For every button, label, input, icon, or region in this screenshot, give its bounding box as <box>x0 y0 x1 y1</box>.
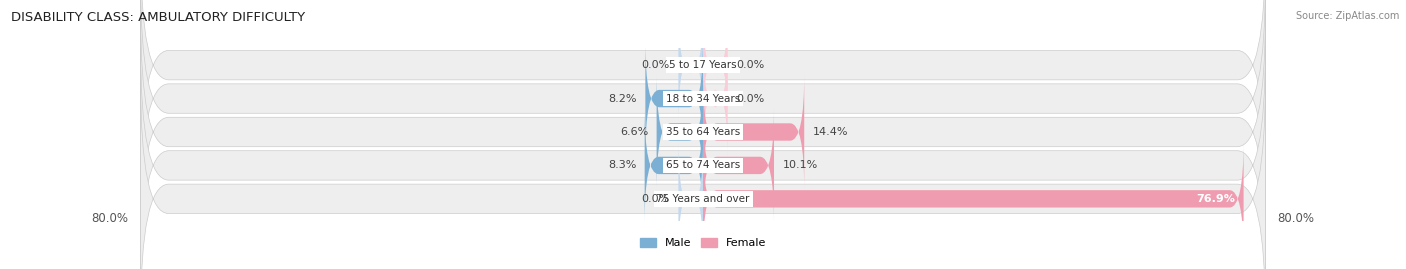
Text: 8.2%: 8.2% <box>609 94 637 104</box>
FancyBboxPatch shape <box>141 0 1265 184</box>
FancyBboxPatch shape <box>703 40 728 157</box>
Text: 6.6%: 6.6% <box>620 127 648 137</box>
Text: 0.0%: 0.0% <box>641 60 669 70</box>
FancyBboxPatch shape <box>141 80 1265 269</box>
Text: 80.0%: 80.0% <box>91 213 128 225</box>
Text: 18 to 34 Years: 18 to 34 Years <box>666 94 740 104</box>
Text: 75 Years and over: 75 Years and over <box>657 194 749 204</box>
FancyBboxPatch shape <box>678 7 703 123</box>
Text: 80.0%: 80.0% <box>1278 213 1315 225</box>
FancyBboxPatch shape <box>703 141 1244 257</box>
FancyBboxPatch shape <box>703 107 775 224</box>
FancyBboxPatch shape <box>644 107 703 224</box>
Text: 14.4%: 14.4% <box>813 127 848 137</box>
Text: 0.0%: 0.0% <box>737 94 765 104</box>
FancyBboxPatch shape <box>657 74 703 190</box>
Legend: Male, Female: Male, Female <box>636 233 770 253</box>
FancyBboxPatch shape <box>703 74 804 190</box>
FancyBboxPatch shape <box>141 0 1265 218</box>
Text: 5 to 17 Years: 5 to 17 Years <box>669 60 737 70</box>
Text: 76.9%: 76.9% <box>1197 194 1236 204</box>
Text: 8.3%: 8.3% <box>607 160 637 171</box>
Text: 10.1%: 10.1% <box>782 160 818 171</box>
FancyBboxPatch shape <box>645 40 703 157</box>
Text: 65 to 74 Years: 65 to 74 Years <box>666 160 740 171</box>
Text: 35 to 64 Years: 35 to 64 Years <box>666 127 740 137</box>
Text: Source: ZipAtlas.com: Source: ZipAtlas.com <box>1295 11 1399 21</box>
Text: DISABILITY CLASS: AMBULATORY DIFFICULTY: DISABILITY CLASS: AMBULATORY DIFFICULTY <box>11 11 305 24</box>
FancyBboxPatch shape <box>678 141 703 257</box>
FancyBboxPatch shape <box>141 13 1265 251</box>
FancyBboxPatch shape <box>141 47 1265 269</box>
FancyBboxPatch shape <box>703 7 728 123</box>
Text: 0.0%: 0.0% <box>737 60 765 70</box>
Text: 0.0%: 0.0% <box>641 194 669 204</box>
